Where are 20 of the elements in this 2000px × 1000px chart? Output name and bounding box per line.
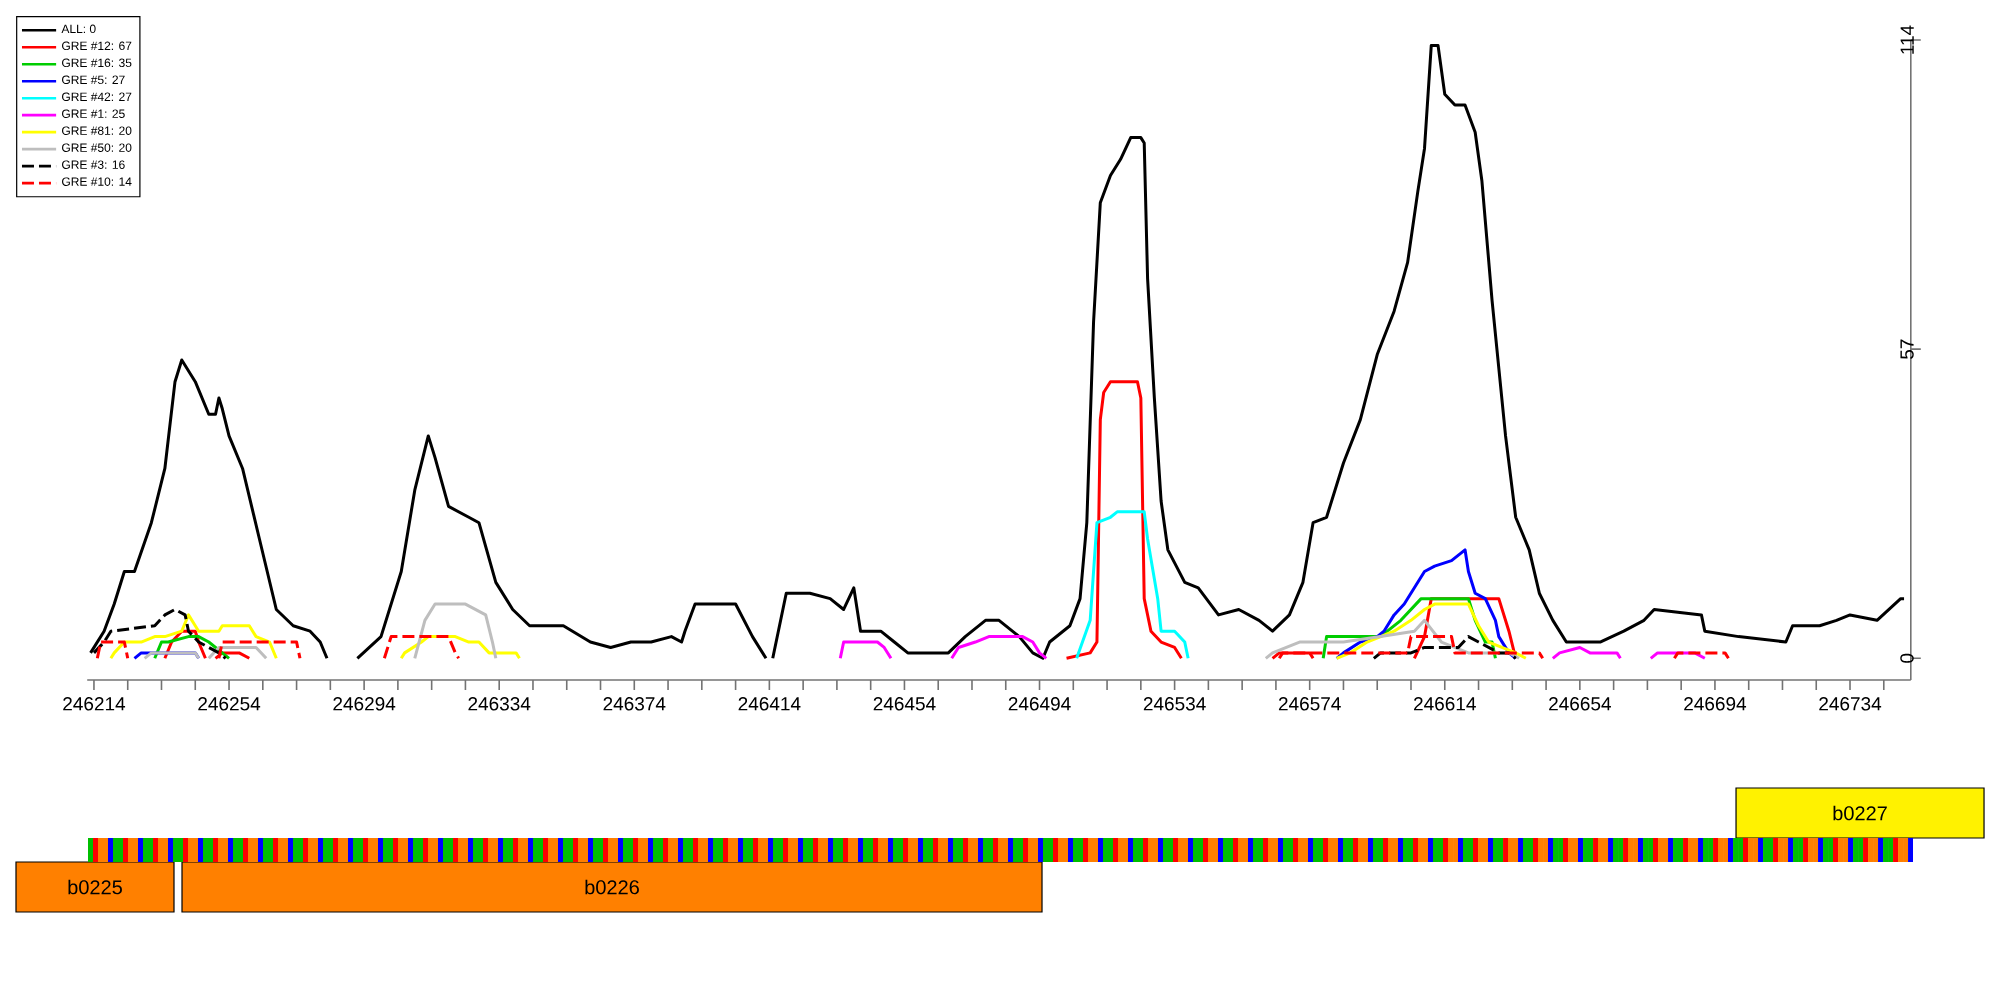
x-tick-label: 246454 [873,697,936,711]
x-tick-label: 246374 [603,697,666,711]
x-tick-label: 246494 [1008,697,1071,711]
x-tick-label: 246734 [1819,697,1882,711]
x-tick-label: 246414 [738,697,801,711]
x-tick-label: 246694 [1684,697,1747,711]
x-tick-label: 246294 [333,697,396,711]
x-tick-label: 246334 [468,697,531,711]
y-tick-label: 0 [1900,653,1914,663]
x-tick-label: 246574 [1278,697,1341,711]
x-tick-label: 246614 [1414,697,1476,711]
text: b0226 [585,879,639,895]
x-tick-label: 246254 [198,697,261,711]
x-tick-label: 246654 [1549,697,1611,711]
y-tick-label: 114 [1900,25,1914,54]
x-tick-label: 246534 [1143,697,1206,711]
text: b0225 [68,879,122,895]
x-tick-label: 246214 [63,697,126,711]
text: b0227 [1833,805,1887,821]
y-tick-label: 57 [1900,339,1914,359]
